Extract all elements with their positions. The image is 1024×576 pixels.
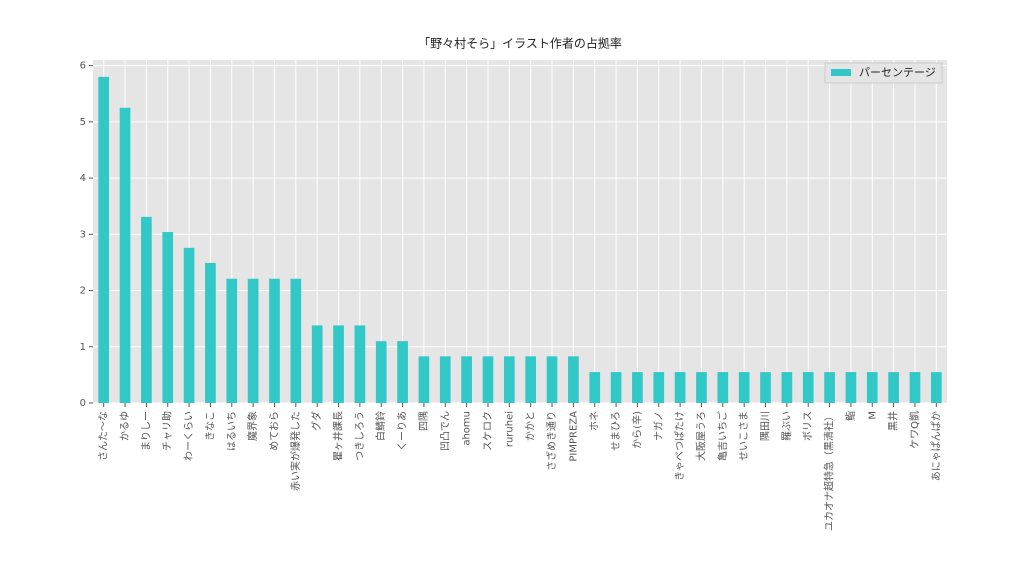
x-tick-label: つきしろう (354, 411, 366, 461)
x-tick-label: かかと (525, 411, 537, 441)
x-tick-label: グダ (310, 411, 323, 431)
legend-label: パーセンテージ (859, 66, 936, 79)
y-tick-label: 6 (80, 61, 86, 72)
y-tick-label: 2 (80, 286, 86, 297)
x-tick-label: あにゃぱんぱか (930, 411, 942, 481)
bar (375, 341, 387, 403)
bar (781, 372, 793, 403)
x-tick-label: きなこ (204, 411, 216, 441)
bar (183, 247, 195, 403)
bar (354, 325, 366, 403)
bar (418, 356, 430, 403)
bar (760, 372, 771, 403)
bar (930, 372, 942, 403)
x-tick-label: 隅田川 (760, 411, 772, 441)
bar (824, 372, 835, 403)
bar (610, 372, 622, 403)
x-tick-label: ホネ (589, 411, 601, 431)
x-tick-label: 亀吉いちご (716, 411, 729, 461)
x-tick-label: ユカオナ超特急（黒清社） (823, 411, 836, 531)
bar (333, 325, 344, 403)
x-tick-label: ナガノ (653, 411, 665, 441)
bar (247, 278, 259, 403)
x-tick-label: ボリス (802, 411, 814, 441)
x-tick-label: PIMPREZA (568, 411, 579, 462)
x-tick-label: かるゆ (119, 411, 131, 441)
y-tick-label: 4 (80, 173, 86, 184)
bar (738, 372, 750, 403)
legend-box (824, 62, 943, 84)
bar (845, 372, 857, 403)
x-tick-label: 四隅 (418, 411, 430, 431)
bar (653, 372, 665, 403)
bar (141, 216, 152, 403)
plot-area (93, 60, 947, 403)
bar (674, 372, 686, 403)
bar (802, 372, 814, 403)
x-tick-label: チャリ助 (161, 411, 174, 451)
x-tick-label: 魔界象 (246, 411, 259, 441)
x-tick-label: 白鯖鈴 (374, 411, 387, 441)
x-tick-label: さざめき通り (545, 411, 558, 471)
x-tick-label: 大阪屋うろ (694, 411, 707, 461)
bar (226, 278, 238, 403)
bar (589, 372, 601, 403)
x-tick-label: M (867, 411, 878, 420)
x-tick-label: せいこさま (738, 411, 750, 461)
x-tick-label: スケロク (482, 411, 494, 451)
bar (290, 278, 302, 403)
bar (546, 356, 558, 403)
bar (525, 356, 537, 403)
x-tick-label: 黒井 (887, 411, 900, 431)
x-tick-label: せまひろ (610, 411, 622, 451)
x-tick-label: はるいち (226, 411, 238, 451)
bar (269, 278, 280, 403)
legend-swatch (831, 69, 851, 76)
x-tick-label: ruruhei (504, 411, 515, 447)
bar (696, 372, 707, 403)
chart-title: 「野々村そら」イラスト作者の占拠率 (418, 36, 622, 51)
bar (503, 356, 515, 403)
x-tick-label: 凹凸でん (439, 411, 451, 451)
y-tick-label: 3 (80, 229, 86, 240)
y-tick-label: 5 (80, 117, 86, 128)
bar (461, 356, 472, 403)
x-tick-label: 赤い実が爆発した (289, 411, 302, 491)
bar (439, 356, 451, 403)
x-tick-label: 羅ぶい (781, 411, 793, 441)
bar (119, 107, 131, 404)
y-tick-label: 1 (80, 342, 86, 353)
bar (162, 232, 174, 403)
bar (98, 76, 110, 404)
bar (311, 325, 323, 403)
x-tick-label: まりしー (140, 411, 152, 451)
x-tick-label: から(辛) (630, 411, 643, 449)
x-tick-label: 鮨 (844, 411, 857, 421)
bar (632, 372, 643, 403)
x-tick-label: きゃべつぱたけ (674, 411, 686, 481)
x-tick-label: めておら (268, 411, 280, 451)
bar (866, 372, 878, 403)
bar (482, 356, 494, 403)
x-tick-label: ケワQ凱 (909, 411, 921, 449)
bar (888, 372, 899, 403)
x-tick-label: くーりあ (397, 411, 409, 451)
x-tick-label: 瞿ヶ井課長 (332, 411, 345, 461)
bar (568, 356, 579, 403)
bar (717, 372, 729, 403)
bar (205, 262, 216, 403)
x-tick-label: わーくらい (183, 411, 195, 461)
x-tick-label: さんた〜な (98, 411, 110, 461)
bar (909, 372, 921, 403)
y-tick-label: 0 (80, 398, 86, 409)
bar (397, 341, 408, 403)
x-tick-label: ahomu (462, 411, 473, 446)
